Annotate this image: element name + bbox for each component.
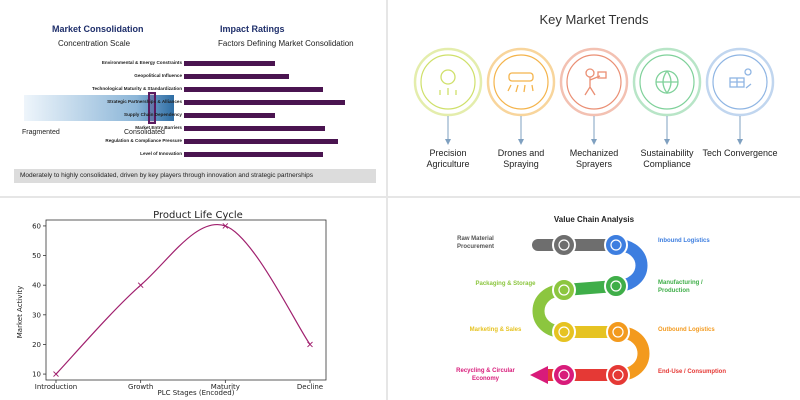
x-tick-label: Introduction [35,383,77,391]
factor-label: Geopolitical Influence [134,73,182,78]
trend-inner-ring [566,54,622,110]
y-axis-label: Market Activity [16,286,24,338]
value-chain-label: Marketing & Sales [469,327,522,333]
x-axis-label: PLC Stages (Encoded) [158,389,235,397]
globe-leaf-icon [655,70,679,95]
sale-icon [558,326,570,338]
trend-label: Tech Convergence [702,148,778,158]
data-point-marker [137,282,144,289]
trend-inner-ring [493,54,549,110]
factor-bar [184,139,339,144]
factor-label: Regulation & Compliance Pressure [105,138,182,143]
truck-icon [558,239,570,251]
chart-title: Product Life Cycle [153,210,243,221]
factor-bar [184,74,289,79]
value-chain-label: Recycling & Circular Economy [456,368,515,382]
trend-label: Sustainability Compliance [640,148,694,169]
impact-ratings-title: Impact Ratings [220,24,285,34]
scale-right-label: Consolidated [124,129,165,136]
factor-label: Environmental & Energy Constraints [101,60,182,65]
y-tick-label: 60 [32,222,41,230]
box-icon [558,284,570,296]
data-point-marker [307,341,313,348]
value-chain-label: End-Use / Consumption [658,369,726,375]
value-chain-node [552,278,576,302]
consolidation-title: Market Consolidation [52,24,144,34]
delivery-icon [612,326,624,338]
value-chain-node [604,233,628,257]
drone-icon [507,72,534,93]
value-chain-node [552,363,576,387]
impact-ratings-subtitle: Factors Defining Market Consolidation [218,39,354,48]
lifecycle-curve [55,223,311,375]
factor-label: Supply Chain Dependency [124,112,182,117]
solar-tech-icon [729,68,752,89]
factory-icon [610,280,622,292]
recycle-icon [558,369,570,381]
y-tick-label: 50 [32,252,41,260]
factor-bar [184,113,276,118]
factor-bar [184,61,276,66]
value-chain-panel: Value Chain Analysis Raw Material Procur… [388,198,800,400]
value-chain-label: Manufacturing / Production [658,280,703,294]
y-tick-label: 30 [32,311,41,319]
y-tick-label: 40 [32,282,41,290]
gears-icon [610,239,622,251]
concentration-marker [147,92,156,124]
factor-bar [184,152,324,157]
consolidation-subtitle: Concentration Scale [58,39,131,48]
trend-inner-ring [420,54,476,110]
data-point-marker [222,223,229,229]
x-tick-label: Decline [297,383,323,391]
product-life-cycle-panel: Product Life Cycle PLC Stages (Encoded) … [0,198,386,400]
key-market-trends-panel: Key Market Trends Precision Agriculture D… [388,0,800,196]
value-chain-label: Outbound Logistics [658,327,715,333]
value-chain-label: Packaging & Storage [475,281,536,287]
plot-frame [45,219,327,381]
trends-graphic [413,47,775,145]
factor-label: Technological Maturity & Standardization [91,86,182,91]
trends-title: Key Market Trends [539,12,649,27]
leaf-hand-icon [439,69,457,95]
y-tick-label: 20 [32,341,41,349]
value-chain-node [604,274,628,298]
factor-bar [184,126,326,131]
value-chain-graphic [530,233,650,387]
trend-label: Precision Agriculture [426,148,470,169]
consolidation-summary: Moderately to highly consolidated, drive… [14,169,376,183]
trend-label: Mechanized Sprayers [569,148,619,169]
value-chain-label: Inbound Logistics [658,238,710,244]
value-chain-end-arrow [530,366,548,384]
plc-chart: Product Life Cycle PLC Stages (Encoded) … [16,210,327,397]
scale-left-label: Fragmented [22,129,60,136]
sprayer-worker-icon [584,68,607,96]
factor-label: Strategic Partnerships & Alliances [107,99,182,104]
trend-label: Drones and Spraying [497,148,545,169]
value-chain-node [606,320,630,344]
data-point-marker [53,371,59,377]
y-tick-label: 10 [32,371,41,379]
factor-bar [184,87,324,92]
value-chain-title: Value Chain Analysis [553,215,635,224]
network-icon [612,369,624,381]
factor-bar [184,100,346,105]
x-tick-label: Growth [128,383,153,391]
market-consolidation-panel: Market Consolidation Concentration Scale… [0,0,386,196]
x-tick-label: Maturity [211,383,240,391]
factor-label: Market Entry Barriers [135,125,182,130]
value-chain-node [552,320,576,344]
value-chain-node [552,233,576,257]
value-chain-label: Raw Material Procurement [456,236,494,250]
factor-label: Level of Innovation [140,151,182,156]
value-chain-node [606,363,630,387]
